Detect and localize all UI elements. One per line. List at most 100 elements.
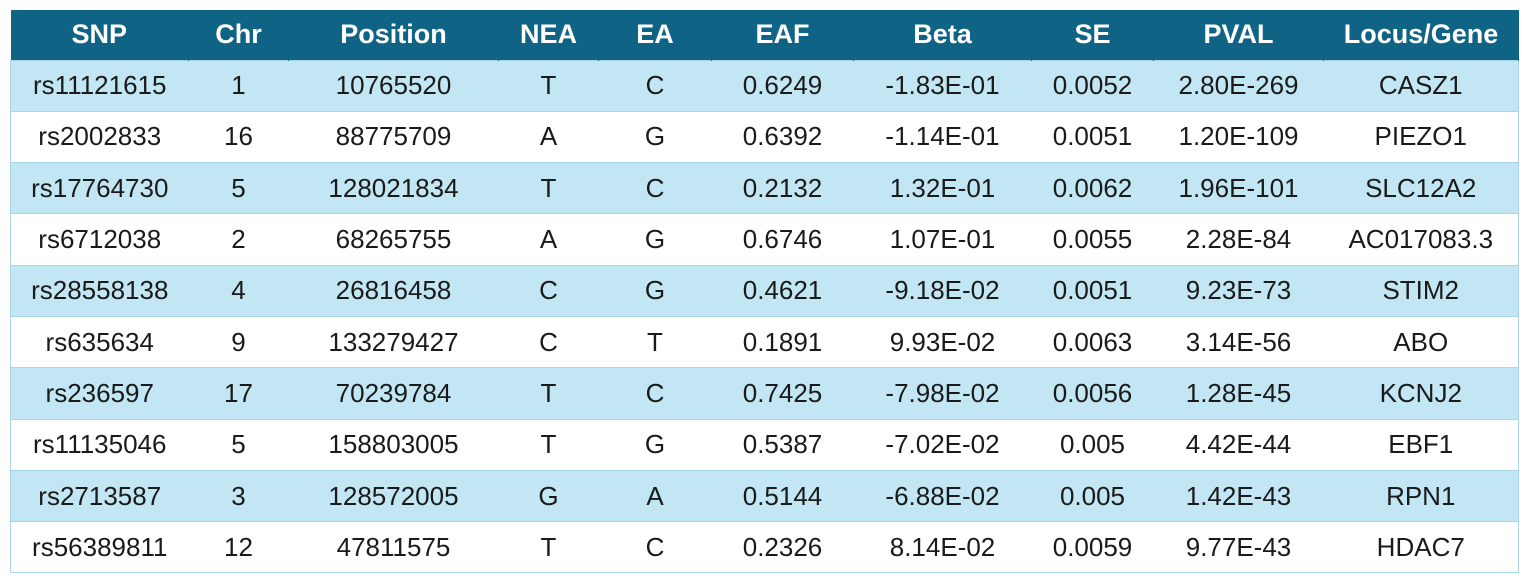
- cell-locus-gene: PIEZO1: [1323, 110, 1519, 163]
- cell-beta: -1.14E-01: [853, 110, 1032, 163]
- cell-se: 0.0051: [1031, 110, 1154, 163]
- cell-pval: 9.77E-43: [1153, 521, 1324, 574]
- header-position: Position: [288, 10, 499, 60]
- cell-locus-gene: AC017083.3: [1323, 213, 1519, 266]
- cell-locus-gene: ABO: [1323, 315, 1519, 368]
- cell-beta: -7.02E-02: [853, 418, 1032, 471]
- header-eaf: EAF: [711, 10, 854, 60]
- cell-pval: 1.42E-43: [1153, 469, 1324, 522]
- cell-beta: -9.18E-02: [853, 264, 1032, 317]
- cell-snp: rs28558138: [10, 264, 189, 317]
- cell-snp: rs635634: [10, 315, 189, 368]
- table-row: rs11121615 1 10765520 T C 0.6249 -1.83E-01 0.00…: [10, 59, 1519, 112]
- cell-eaf: 0.7425: [711, 367, 854, 420]
- cell-se: 0.0059: [1031, 521, 1154, 574]
- cell-pval: 9.23E-73: [1153, 264, 1324, 317]
- cell-eaf: 0.6392: [711, 110, 854, 163]
- cell-position: 133279427: [288, 315, 499, 368]
- cell-snp: rs17764730: [10, 162, 189, 214]
- cell-chr: 5: [188, 418, 289, 471]
- cell-snp: rs2002833: [10, 110, 189, 163]
- cell-ea: A: [598, 469, 712, 522]
- cell-ea: T: [598, 315, 712, 368]
- header-se: SE: [1031, 10, 1154, 60]
- table-row: rs11135046 5 158803005 T G 0.5387 -7.02E-02 0.0…: [10, 418, 1519, 471]
- cell-chr: 1: [188, 59, 289, 112]
- cell-pval: 1.20E-109: [1153, 110, 1324, 163]
- table-row: rs56389811 12 47811575 T C 0.2326 8.14E-02 0.00…: [10, 521, 1519, 574]
- cell-se: 0.0056: [1031, 367, 1154, 420]
- cell-se: 0.0062: [1031, 162, 1154, 214]
- header-beta: Beta: [853, 10, 1032, 60]
- cell-pval: 1.96E-101: [1153, 162, 1324, 214]
- cell-eaf: 0.2326: [711, 521, 854, 574]
- cell-locus-gene: STIM2: [1323, 264, 1519, 317]
- cell-nea: A: [498, 110, 599, 163]
- cell-beta: -6.88E-02: [853, 469, 1032, 522]
- cell-nea: T: [498, 162, 599, 214]
- cell-snp: rs11135046: [10, 418, 189, 471]
- cell-position: 68265755: [288, 213, 499, 266]
- table-row: rs2713587 3 128572005 G A 0.5144 -6.88E-02 0.00…: [10, 469, 1519, 522]
- cell-locus-gene: RPN1: [1323, 469, 1519, 522]
- cell-locus-gene: HDAC7: [1323, 521, 1519, 574]
- cell-pval: 3.14E-56: [1153, 315, 1324, 368]
- cell-eaf: 0.5144: [711, 469, 854, 522]
- cell-position: 128021834: [288, 162, 499, 214]
- cell-nea: T: [498, 367, 599, 420]
- cell-nea: C: [498, 264, 599, 317]
- cell-se: 0.0051: [1031, 264, 1154, 317]
- cell-eaf: 0.6249: [711, 59, 854, 112]
- cell-eaf: 0.1891: [711, 315, 854, 368]
- cell-se: 0.005: [1031, 469, 1154, 522]
- cell-snp: rs236597: [10, 367, 189, 420]
- cell-beta: -7.98E-02: [853, 367, 1032, 420]
- cell-position: 70239784: [288, 367, 499, 420]
- cell-ea: C: [598, 59, 712, 112]
- header-ea: EA: [598, 10, 712, 60]
- cell-eaf: 0.2132: [711, 162, 854, 214]
- cell-pval: 4.42E-44: [1153, 418, 1324, 471]
- cell-locus-gene: SLC12A2: [1323, 162, 1519, 214]
- cell-beta: 8.14E-02: [853, 521, 1032, 574]
- cell-nea: T: [498, 59, 599, 112]
- cell-ea: C: [598, 521, 712, 574]
- cell-locus-gene: CASZ1: [1323, 59, 1519, 112]
- table-row: rs6712038 2 68265755 A G 0.6746 1.07E-01 0.0055…: [10, 213, 1519, 266]
- cell-snp: rs56389811: [10, 521, 189, 574]
- cell-chr: 17: [188, 367, 289, 420]
- cell-se: 0.0052: [1031, 59, 1154, 112]
- cell-ea: G: [598, 418, 712, 471]
- cell-pval: 1.28E-45: [1153, 367, 1324, 420]
- cell-nea: T: [498, 521, 599, 574]
- cell-beta: -1.83E-01: [853, 59, 1032, 112]
- cell-se: 0.0063: [1031, 315, 1154, 368]
- cell-chr: 3: [188, 469, 289, 522]
- header-pval: PVAL: [1153, 10, 1324, 60]
- cell-ea: C: [598, 162, 712, 214]
- cell-se: 0.005: [1031, 418, 1154, 471]
- cell-chr: 16: [188, 110, 289, 163]
- table-row: rs17764730 5 128021834 T C 0.2132 1.32E-01 0.00…: [10, 162, 1519, 214]
- cell-eaf: 0.4621: [711, 264, 854, 317]
- cell-chr: 12: [188, 521, 289, 574]
- cell-locus-gene: KCNJ2: [1323, 367, 1519, 420]
- cell-snp: rs2713587: [10, 469, 189, 522]
- cell-chr: 2: [188, 213, 289, 266]
- cell-position: 26816458: [288, 264, 499, 317]
- cell-beta: 9.93E-02: [853, 315, 1032, 368]
- cell-snp: rs11121615: [10, 59, 189, 112]
- table-body: rs11121615 1 10765520 T C 0.6249 -1.83E-01 0.00…: [10, 59, 1519, 574]
- cell-chr: 4: [188, 264, 289, 317]
- cell-nea: C: [498, 315, 599, 368]
- header-chr: Chr: [188, 10, 289, 60]
- cell-beta: 1.32E-01: [853, 162, 1032, 214]
- cell-pval: 2.28E-84: [1153, 213, 1324, 266]
- table-row: rs28558138 4 26816458 C G 0.4621 -9.18E-02 0.00…: [10, 264, 1519, 317]
- cell-snp: rs6712038: [10, 213, 189, 266]
- cell-nea: T: [498, 418, 599, 471]
- cell-chr: 5: [188, 162, 289, 214]
- results-table-container: SNP Chr Position NEA EA EAF Beta SE PVAL…: [10, 10, 1519, 574]
- cell-position: 128572005: [288, 469, 499, 522]
- cell-position: 47811575: [288, 521, 499, 574]
